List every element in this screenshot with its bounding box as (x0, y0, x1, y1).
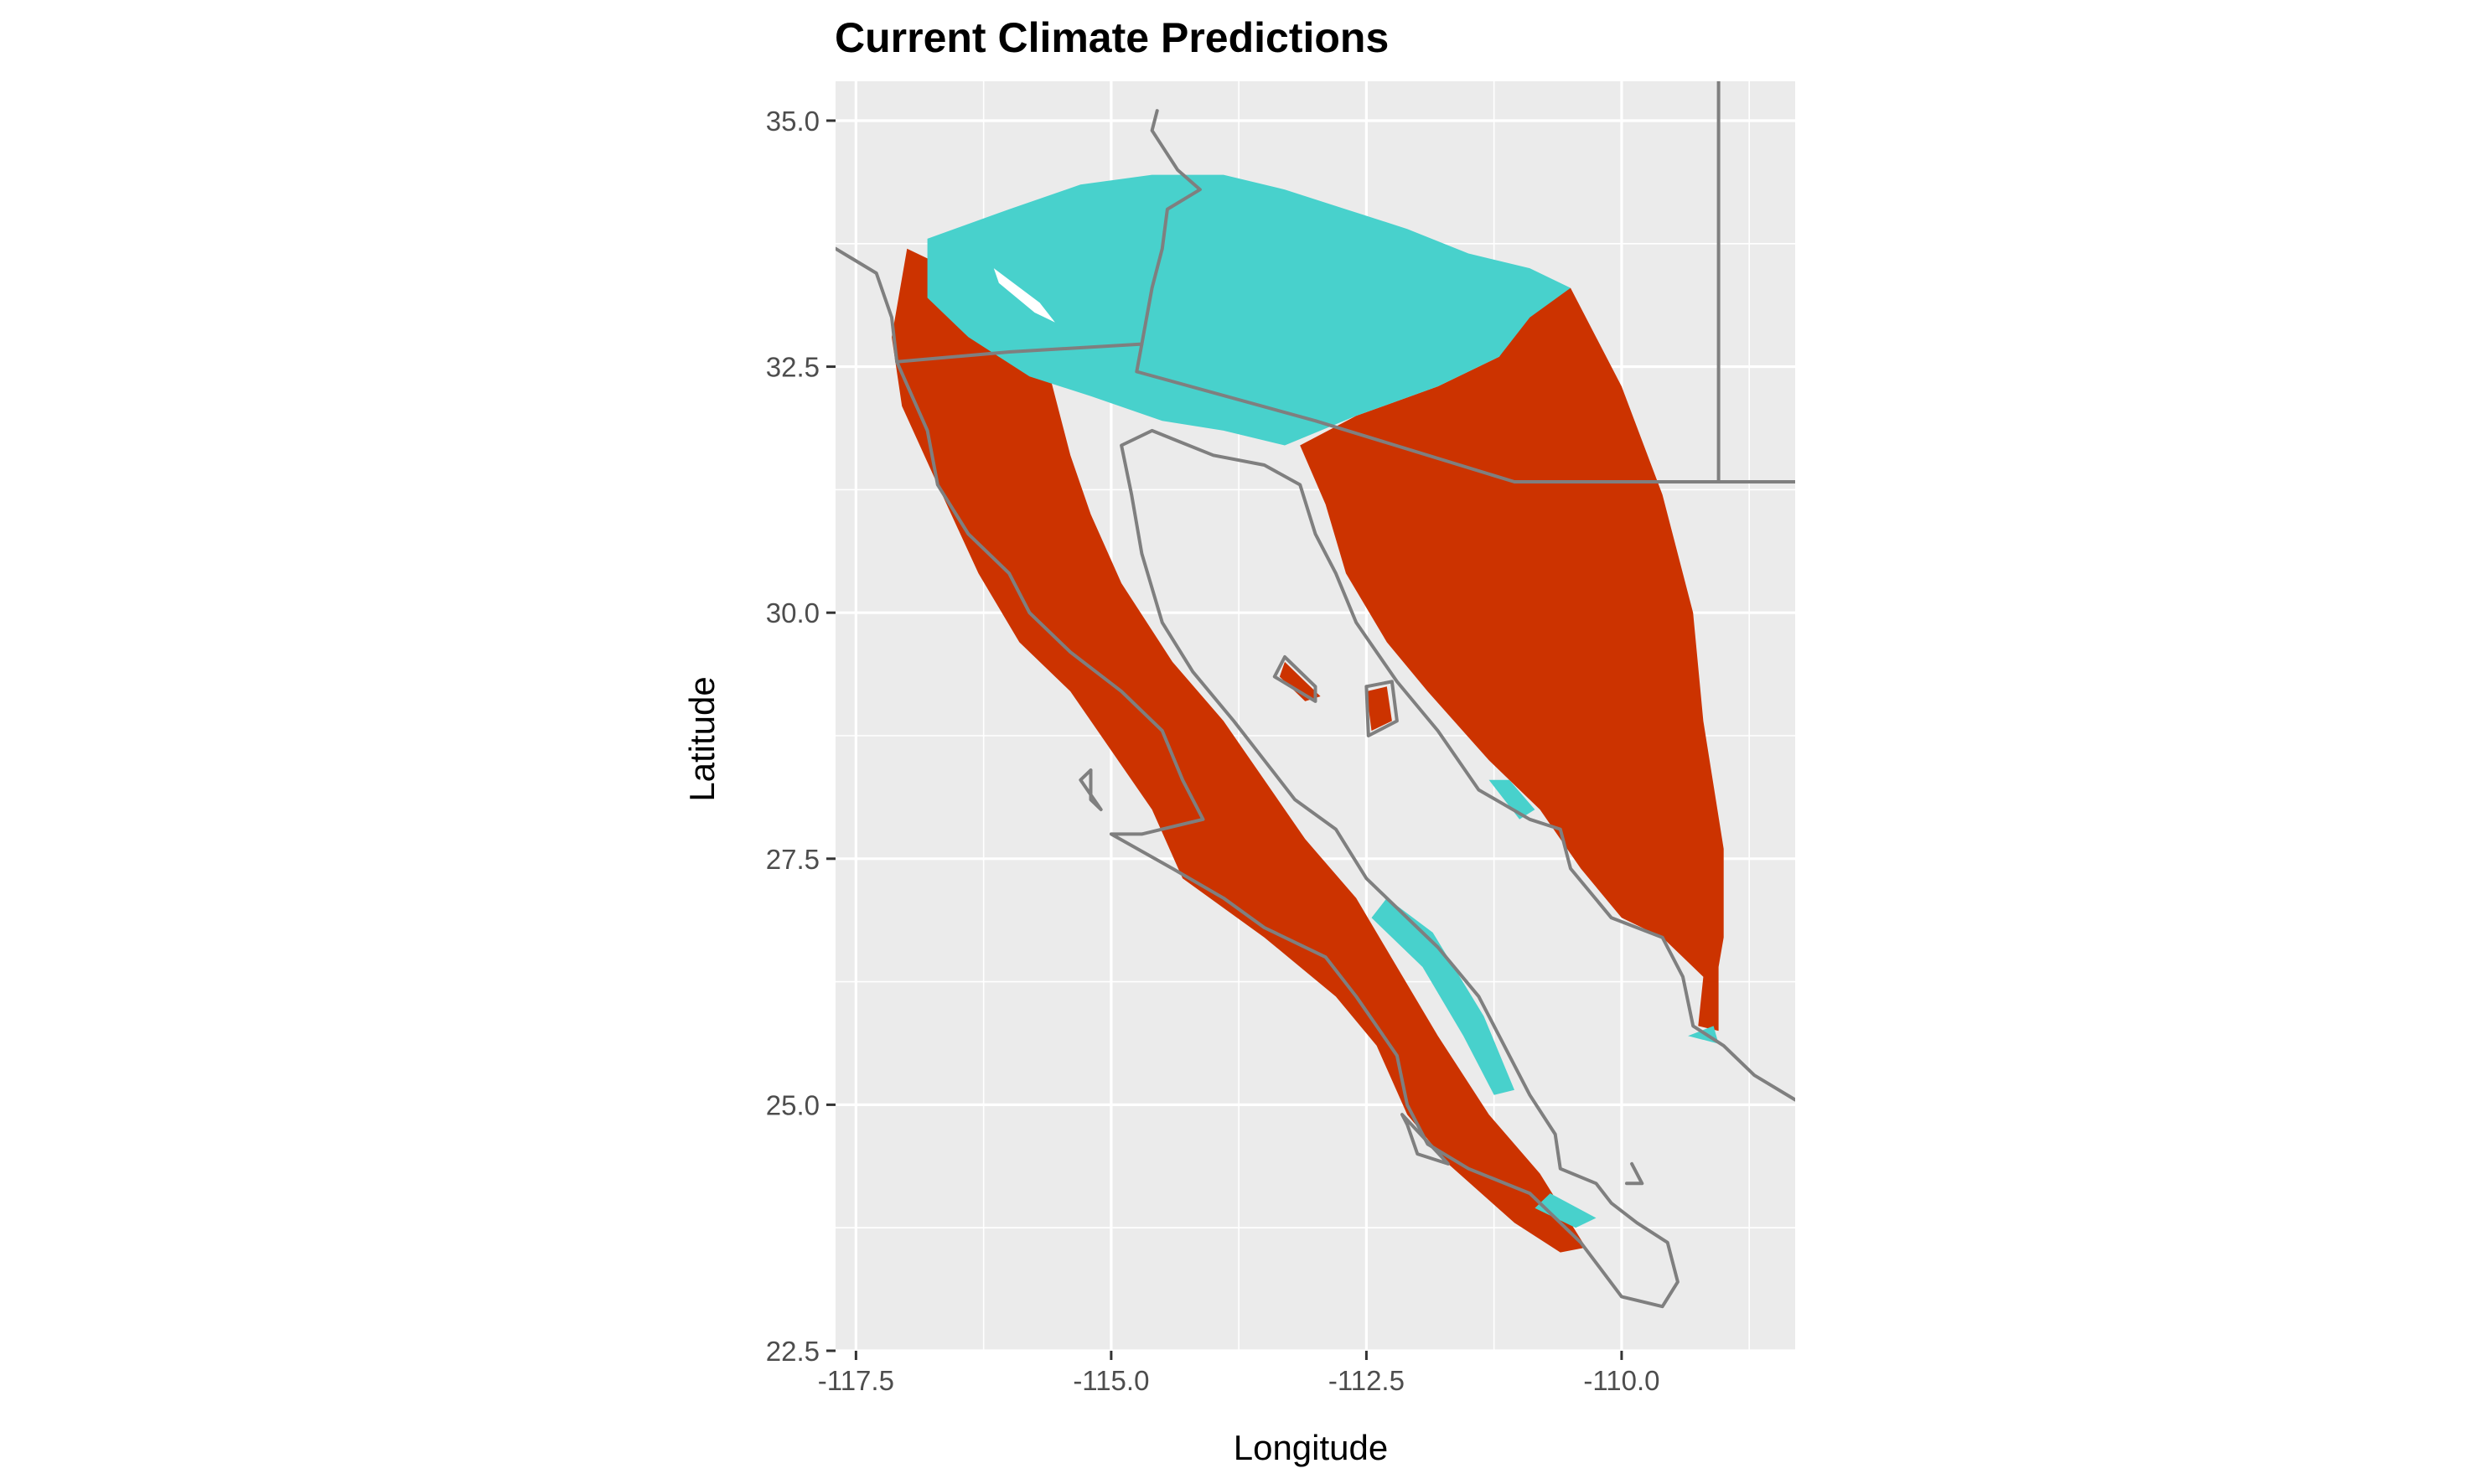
y-tick-label: 27.5 (766, 844, 820, 875)
boundary-cedros-island-outline (1079, 768, 1103, 812)
x-tick-label: -117.5 (818, 1365, 894, 1396)
boundary-colorado-river-boundary (1140, 109, 1202, 346)
region-gulf-coast-suitable-strip (1371, 897, 1514, 1095)
boundary-tiburon-island-outline (1364, 680, 1399, 737)
x-tick-label: -110.0 (1583, 1365, 1659, 1396)
x-axis-title: Longitude (1234, 1428, 1389, 1467)
boundary-pacific-coastline (836, 246, 1795, 1309)
lake-salton-sea (993, 268, 1055, 323)
chart-title: Current Climate Predictions (835, 14, 1389, 61)
region-tiburon-island (1366, 686, 1392, 732)
y-tick-label: 32.5 (766, 352, 820, 383)
boundary-cerralvo-island-outline (1625, 1161, 1644, 1186)
region-sonora-coast-suitable (1488, 779, 1535, 820)
x-tick-label: -115.0 (1073, 1365, 1149, 1396)
boundary-us-mexico-border (895, 342, 1795, 483)
y-tick-label: 30.0 (766, 597, 820, 628)
region-sonora-zone (1300, 287, 1724, 1032)
x-axis: -117.5 -115.0 -112.5 -110.0 (818, 1351, 1659, 1396)
y-tick-label: 25.0 (766, 1089, 820, 1120)
region-cape-suitable (1535, 1193, 1597, 1228)
y-axis-title: Latitude (682, 676, 722, 801)
y-tick-label: 35.0 (766, 106, 820, 137)
y-tick-label: 22.5 (766, 1336, 820, 1367)
boundary-magdalena-island-outline (1400, 1113, 1450, 1166)
plot-panel (836, 81, 1795, 1351)
y-axis: 22.5 25.0 27.5 30.0 32.5 35.0 (766, 106, 836, 1367)
region-northern-suitable-zone (927, 174, 1571, 446)
region-angel-guarda-island (1279, 661, 1321, 701)
region-northwest-mountain-zone (892, 248, 1586, 1253)
x-tick-label: -112.5 (1328, 1365, 1405, 1396)
boundary-angel-guarda-outline (1272, 655, 1317, 703)
